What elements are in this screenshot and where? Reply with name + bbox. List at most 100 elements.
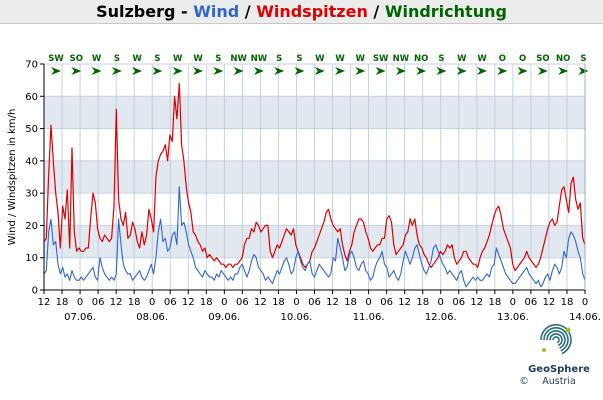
- direction-arrow-head: [375, 67, 386, 75]
- x-tick-label: 06: [236, 297, 249, 308]
- direction-label: S: [276, 54, 282, 64]
- direction-label: NO: [556, 54, 570, 64]
- direction-arrow-head: [416, 67, 427, 75]
- direction-label: W: [457, 54, 467, 64]
- direction-arrow: [274, 67, 285, 75]
- direction-arrow-head: [213, 67, 224, 75]
- direction-arrow: [111, 67, 122, 75]
- y-tick-label: 30: [25, 189, 38, 200]
- date-label: 10.06.: [281, 312, 313, 323]
- direction-arrow: [416, 67, 427, 75]
- direction-label: W: [335, 54, 345, 64]
- x-tick-label: 0: [365, 297, 371, 308]
- direction-label: NO: [414, 54, 428, 64]
- direction-arrow-head: [152, 67, 163, 75]
- date-label: 09.06.: [208, 312, 240, 323]
- x-tick-label: 06: [452, 297, 465, 308]
- y-tick-label: 70: [25, 60, 38, 71]
- direction-arrow-head: [497, 67, 508, 75]
- direction-label: W: [477, 54, 487, 64]
- direction-label: S: [580, 54, 586, 64]
- direction-arrow-head: [537, 67, 548, 75]
- direction-arrow: [253, 67, 264, 75]
- direction-arrow-head: [436, 67, 447, 75]
- x-tick-label: 0: [293, 297, 299, 308]
- x-tick-label: 18: [488, 297, 501, 308]
- direction-label: SW: [373, 54, 389, 64]
- direction-arrow: [335, 67, 346, 75]
- series-lines: [43, 82, 586, 288]
- direction-arrow-head: [578, 67, 589, 75]
- date-label: 12.06.: [425, 312, 457, 323]
- direction-arrow: [172, 67, 183, 75]
- logo-swirl: [552, 336, 560, 344]
- direction-label: W: [193, 54, 203, 64]
- x-tick-label: 12: [254, 297, 267, 308]
- direction-arrow: [477, 67, 488, 75]
- series-line-wind: [43, 186, 586, 288]
- direction-arrow: [233, 67, 244, 75]
- direction-arrow-head: [395, 67, 406, 75]
- x-tick-label: 18: [128, 297, 141, 308]
- y-axis-label: Wind / Windspitzen in km/h: [7, 109, 18, 246]
- copyright-symbol: ©: [519, 376, 529, 387]
- x-tick-label: 06: [92, 297, 105, 308]
- direction-arrow: [537, 67, 548, 75]
- direction-label: S: [215, 54, 221, 64]
- direction-arrow: [152, 67, 163, 75]
- direction-arrow: [213, 67, 224, 75]
- direction-label: O: [519, 54, 526, 64]
- direction-arrow: [193, 67, 204, 75]
- x-tick-label: 12: [182, 297, 195, 308]
- direction-arrow-head: [294, 67, 305, 75]
- direction-label: NW: [230, 54, 247, 64]
- date-label: 07.06.: [64, 312, 96, 323]
- direction-arrow: [456, 67, 467, 75]
- direction-arrow-head: [456, 67, 467, 75]
- logo-dot: [542, 348, 546, 352]
- title-station: Sulzberg: [96, 2, 176, 21]
- title-sep-2: /: [239, 2, 257, 21]
- date-label: 13.06.: [497, 312, 529, 323]
- date-label: 14.06.: [569, 312, 601, 323]
- direction-label: SO: [536, 54, 549, 64]
- x-tick-label: 0: [77, 297, 83, 308]
- direction-label: SW: [48, 54, 64, 64]
- direction-arrow: [355, 67, 366, 75]
- direction-arrow-head: [253, 67, 264, 75]
- direction-arrow-head: [193, 67, 204, 75]
- direction-arrow: [375, 67, 386, 75]
- date-label: 08.06.: [136, 312, 168, 323]
- direction-arrow-head: [111, 67, 122, 75]
- direction-arrow-head: [233, 67, 244, 75]
- direction-arrow-head: [355, 67, 366, 75]
- direction-label: NW: [393, 54, 410, 64]
- direction-arrow: [132, 67, 143, 75]
- x-tick-label: 12: [326, 297, 339, 308]
- direction-arrow: [314, 67, 325, 75]
- direction-label: S: [114, 54, 120, 64]
- x-tick-label: 0: [221, 297, 227, 308]
- direction-label: S: [154, 54, 160, 64]
- logo-dot: [565, 327, 571, 333]
- title-sep-1: -: [175, 2, 194, 21]
- direction-arrow-head: [477, 67, 488, 75]
- y-tick-label: 20: [25, 221, 38, 232]
- direction-arrow: [436, 67, 447, 75]
- date-label: 11.06.: [353, 312, 385, 323]
- direction-label: NW: [251, 54, 268, 64]
- direction-arrow: [578, 67, 589, 75]
- x-tick-label: 12: [470, 297, 483, 308]
- x-tick-label: 0: [149, 297, 155, 308]
- title-wind: Wind: [193, 2, 240, 21]
- direction-arrow: [71, 67, 82, 75]
- x-tick-label: 06: [164, 297, 177, 308]
- direction-arrow-head: [558, 67, 569, 75]
- direction-arrow-head: [314, 67, 325, 75]
- x-tick-label: 06: [525, 297, 538, 308]
- direction-label: W: [132, 54, 142, 64]
- direction-arrow: [497, 67, 508, 75]
- x-tick-label: 0: [510, 297, 516, 308]
